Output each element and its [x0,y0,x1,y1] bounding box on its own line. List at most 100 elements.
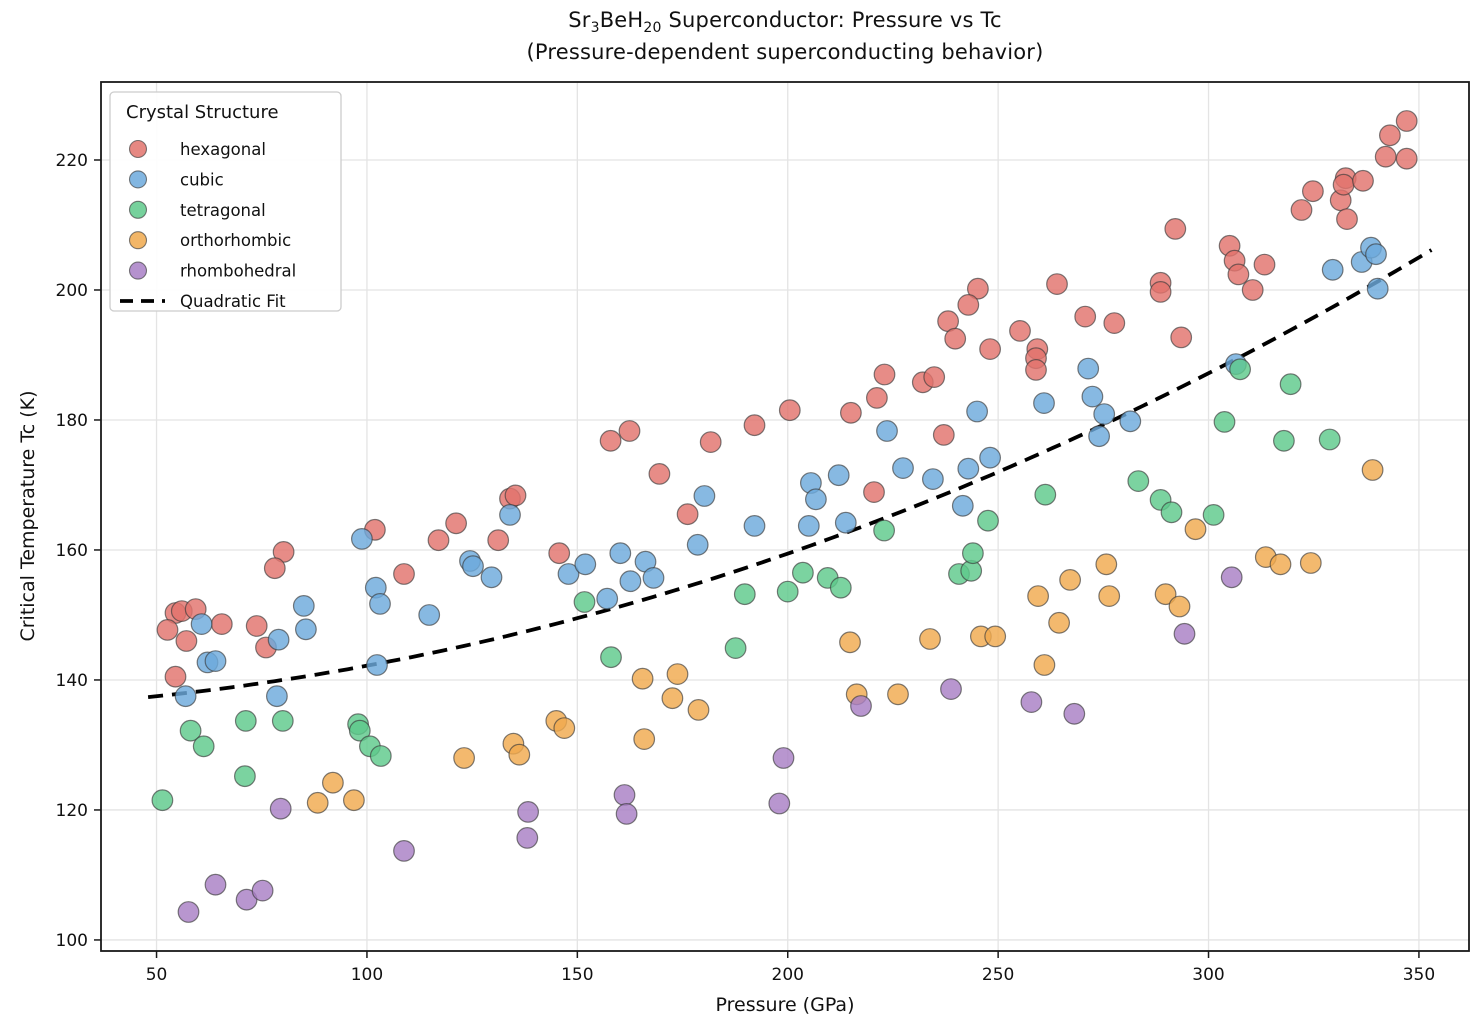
data-point-tetragonal [573,591,596,613]
data-point-hexagonal [932,424,955,446]
legend-marker-orthorhombic [128,231,148,250]
data-point-hexagonal [487,529,510,552]
x-tick-label: 200 [772,965,804,985]
data-point-hexagonal [778,399,801,422]
data-point-rhombohedral [1020,691,1043,713]
data-point-tetragonal [233,765,256,788]
data-point-orthorhombic [1098,585,1121,607]
data-point-cubic [834,511,857,534]
data-point-cubic [1088,425,1110,448]
data-point-cubic [596,587,619,610]
data-point-rhombohedral [517,801,539,823]
data-point-rhombohedral [1220,566,1243,589]
plot-border [100,81,1470,952]
data-point-cubic [295,618,317,641]
data-point-hexagonal [175,630,198,652]
x-tick-label: 100 [351,965,383,985]
data-point-hexagonal [618,420,641,442]
data-point-tetragonal [192,735,215,758]
data-point-hexagonal [1378,124,1401,147]
data-point-orthorhombic [1361,459,1384,481]
data-point-tetragonal [1229,358,1251,381]
data-point-hexagonal [1164,217,1187,240]
data-point-hexagonal [1046,273,1068,296]
data-point-orthorhombic [453,747,476,769]
data-point-cubic [351,528,373,550]
data-point-rhombohedral [1063,702,1086,725]
data-point-hexagonal [548,542,571,565]
data-point-cubic [966,400,988,423]
y-tick-label: 140 [56,671,88,691]
data-point-hexagonal [840,401,862,424]
data-point-hexagonal [1352,169,1374,192]
data-point-orthorhombic [1033,654,1056,676]
data-point-cubic [892,457,914,480]
data-point-hexagonal [1227,263,1250,286]
data-point-orthorhombic [1154,583,1177,606]
data-point-cubic [876,420,898,442]
data-point-tetragonal [977,509,999,532]
data-point-cubic [574,553,597,576]
data-point-cubic [922,468,944,491]
data-point-cubic [957,457,980,480]
legend-label-hexagonal: hexagonal [180,140,266,159]
data-point-tetragonal [151,789,174,812]
data-point-rhombohedral [615,803,638,825]
y-tick-label: 220 [56,151,88,171]
data-point-tetragonal [234,710,257,732]
data-point-hexagonal [648,463,671,485]
data-point-orthorhombic [1059,569,1081,591]
data-point-rhombohedral [269,797,292,820]
data-point-cubic [266,685,288,708]
data-point-tetragonal [348,719,371,742]
data-point-hexagonal [1009,320,1031,342]
data-point-tetragonal [1202,504,1225,526]
data-point-tetragonal [733,583,756,606]
legend-label-cubic: cubic [180,170,224,189]
data-point-orthorhombic [984,625,1007,648]
data-point-cubic [619,570,642,593]
data-point-hexagonal [504,484,527,507]
data-point-orthorhombic [631,667,654,690]
data-point-orthorhombic [1184,518,1207,541]
data-point-hexagonal [156,619,179,641]
legend-box [109,91,342,312]
data-point-hexagonal [743,414,766,437]
data-point-hexagonal [699,431,722,454]
data-point-cubic [480,566,503,589]
y-tick-label: 100 [56,931,88,951]
data-point-tetragonal [1213,411,1236,433]
data-point-orthorhombic [343,789,365,812]
data-point-rhombohedral [516,827,539,849]
data-point-tetragonal [179,719,202,742]
data-point-tetragonal [829,576,852,599]
y-tick-label: 120 [56,801,88,821]
data-point-hexagonal [1336,208,1358,231]
chart-title: Sr3BeH20 Superconductor: Pressure vs Tc [568,8,1002,37]
data-point-cubic [743,515,766,537]
data-point-cubic [557,563,580,585]
data-point-cubic [174,685,197,708]
data-point-cubic [366,654,388,676]
legend-title: Crystal Structure [126,102,279,123]
data-point-orthorhombic [1299,552,1322,574]
data-point-cubic [797,515,820,537]
legend-label-quadratic-fit: Quadratic Fit [180,292,286,311]
data-point-cubic [1366,277,1389,300]
data-point-hexagonal [164,665,187,688]
data-point-hexagonal [1395,110,1418,132]
data-point-cubic [609,542,632,565]
data-point-orthorhombic [661,687,684,710]
data-point-hexagonal [944,327,967,350]
data-point-tetragonal [792,561,814,584]
quadratic-fit-line [147,248,1433,699]
data-point-cubic [499,504,521,526]
data-point-hexagonal [1103,312,1126,335]
data-point-cubic [951,494,974,517]
data-point-tetragonal [600,646,622,669]
data-point-rhombohedral [772,747,795,769]
data-point-cubic [805,488,827,511]
legend-label-rhombohedral: rhombohedral [180,262,296,281]
x-tick-label: 150 [561,965,593,985]
